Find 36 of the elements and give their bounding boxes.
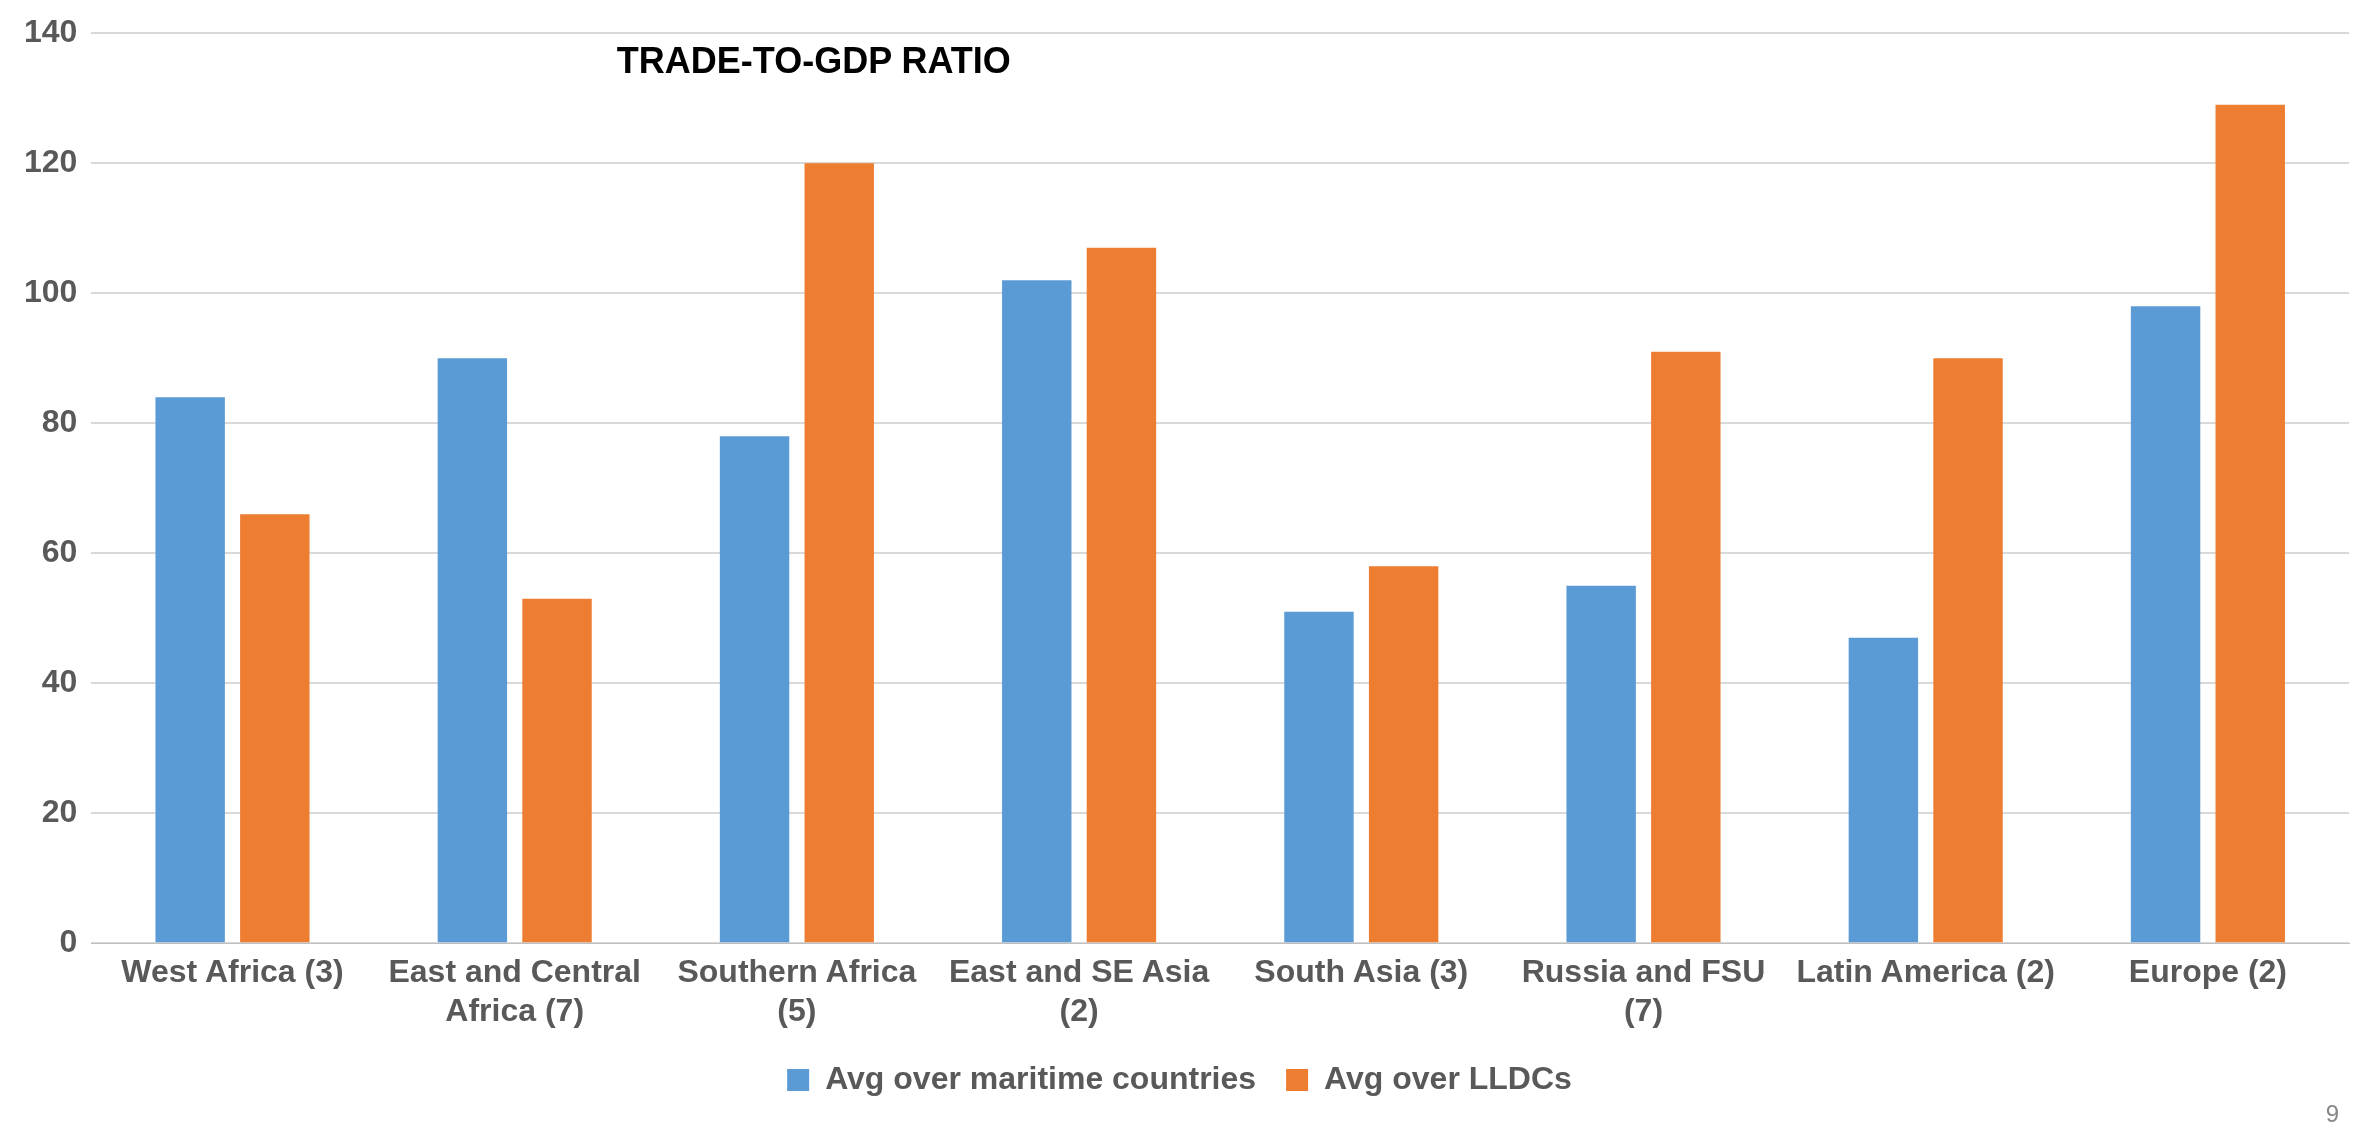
chart-title: TRADE-TO-GDP RATIO [616, 40, 1011, 82]
y-tick-label: 80 [41, 403, 78, 440]
bar [1651, 351, 1721, 943]
y-tick-label: 40 [41, 663, 78, 700]
bar [1933, 358, 2003, 943]
x-tick-label: East and SE Asia (2) [948, 953, 1210, 1028]
bar [1848, 637, 1919, 943]
bar [1002, 280, 1072, 943]
y-tick-label: 100 [24, 273, 78, 310]
bar [155, 397, 225, 943]
y-tick-label: 120 [24, 143, 78, 180]
bar [804, 163, 874, 943]
bar [522, 598, 592, 943]
bar [1284, 611, 1354, 943]
x-tick-label: Southern Africa (5) [677, 953, 917, 1028]
bar [2215, 104, 2285, 943]
bar [2130, 306, 2201, 943]
x-tick-label: Russia and FSU (7) [1521, 953, 1766, 1028]
x-tick-label: East and Central Africa (7) [388, 953, 641, 1028]
y-tick-label: 60 [41, 533, 78, 570]
y-tick-label: 0 [59, 923, 78, 960]
bar [437, 358, 508, 943]
bar [1368, 566, 1439, 943]
y-tick-label: 140 [24, 13, 78, 50]
y-tick-label: 20 [41, 793, 78, 830]
legend-label: Avg over maritime countries [825, 1059, 1257, 1096]
x-tick-label: Latin America (2) [1796, 953, 2055, 990]
x-tick-label: Europe (2) [2128, 953, 2288, 990]
bar [1086, 247, 1157, 943]
text: 9 [2325, 1100, 2339, 1128]
bar [719, 436, 790, 943]
bar [240, 514, 310, 943]
x-tick-label: West Africa (3) [121, 953, 344, 990]
bar [1566, 585, 1636, 943]
x-tick-label: South Asia (3) [1254, 953, 1469, 990]
legend-label: Avg over LLDCs [1324, 1059, 1572, 1096]
